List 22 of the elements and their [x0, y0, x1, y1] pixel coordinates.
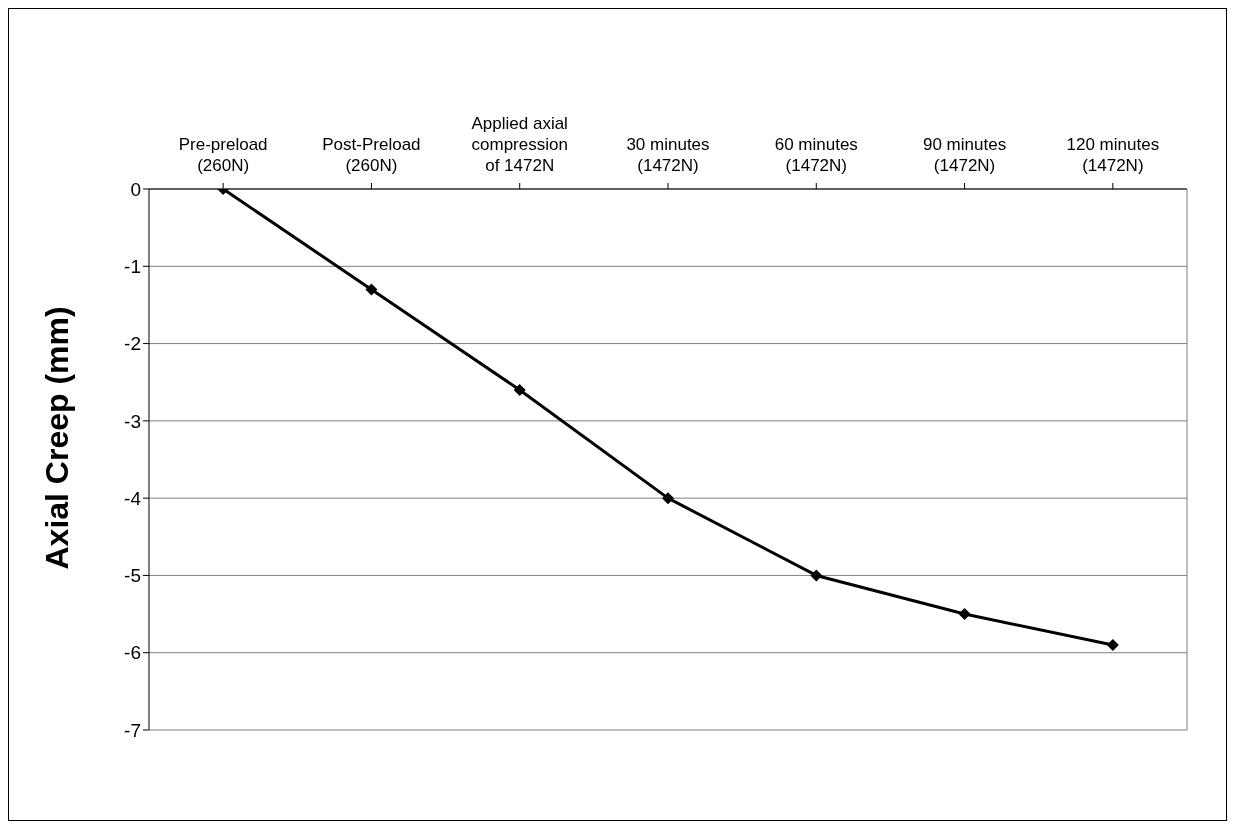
y-tick-label: -3 [124, 410, 141, 432]
point [1106, 638, 1119, 651]
y-tick-label: -1 [124, 256, 141, 278]
x-tick-label: Post-Preload (260N) [322, 135, 421, 175]
point [958, 608, 971, 621]
x-tick-label: 120 minutes (1472N) [1066, 135, 1160, 175]
x-tick-label: Pre-preload (260N) [178, 135, 268, 175]
x-tick-label: 90 minutes (1472N) [922, 135, 1007, 175]
point [810, 569, 823, 582]
point [513, 383, 526, 396]
y-tick-label: -6 [124, 642, 141, 664]
y-tick-label: -2 [124, 333, 141, 355]
y-tick-label: 0 [130, 178, 141, 200]
y-tick-label: -4 [124, 487, 142, 509]
y-axis-title: Axial Creep (mm) [39, 306, 76, 570]
y-tick-label: -5 [124, 565, 141, 587]
x-tick-label: Applied axial compression of 1472N [471, 114, 568, 175]
point [662, 492, 674, 505]
y-tick-label: -7 [124, 719, 141, 741]
x-tick-label: 60 minutes (1472N) [774, 135, 858, 175]
x-tick-label: 30 minutes (1472N) [626, 135, 710, 175]
point [365, 283, 378, 296]
